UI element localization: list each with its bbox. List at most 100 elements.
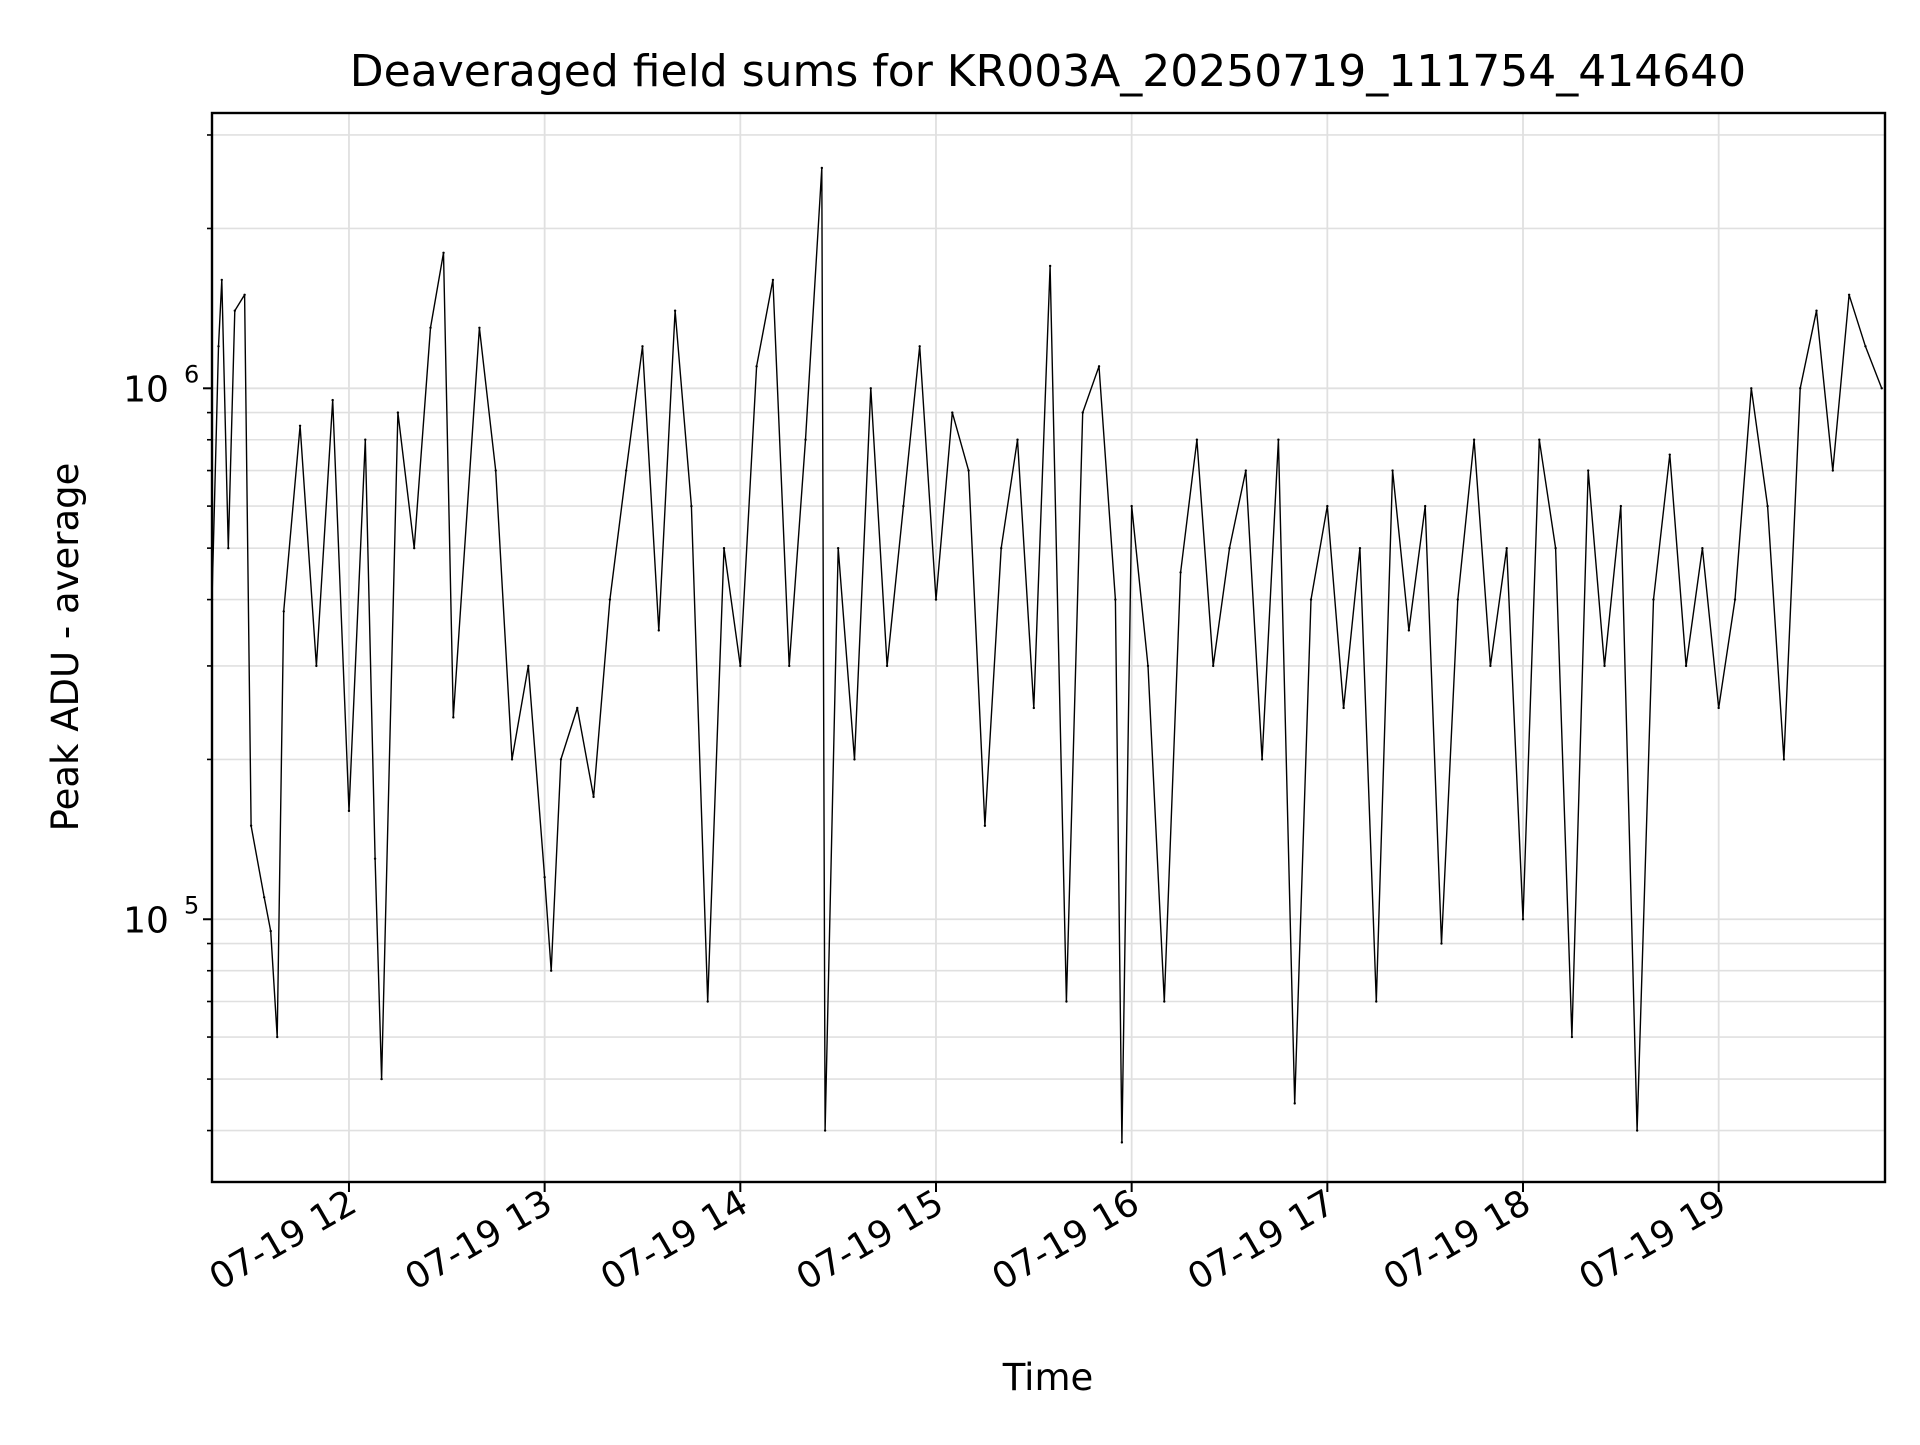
data-point: [1309, 598, 1313, 601]
data-point: [331, 398, 334, 402]
data-point: [347, 809, 351, 813]
data-point: [1120, 1141, 1124, 1144]
data-point: [1048, 264, 1052, 268]
data-point: [1114, 598, 1117, 601]
data-point: [1163, 1000, 1166, 1003]
data-point: [412, 546, 416, 550]
data-point: [657, 629, 660, 632]
data-point: [1130, 504, 1133, 508]
y-axis-label: Peak ADU - average: [44, 463, 87, 832]
data-point: [227, 546, 230, 550]
data-point: [1391, 469, 1394, 472]
data-point: [494, 469, 497, 472]
data-point: [853, 758, 856, 761]
data-point: [527, 664, 530, 668]
series-layer: [212, 166, 1883, 1144]
data-point: [885, 664, 889, 668]
data-point: [364, 438, 367, 441]
data-point: [706, 1000, 709, 1003]
data-point: [820, 166, 824, 170]
grid-layer: [212, 113, 1885, 1182]
y-tick-label: 10: [123, 369, 169, 410]
data-point: [1146, 664, 1150, 668]
data-point: [1326, 504, 1329, 508]
data-point: [608, 598, 612, 601]
data-point: [1423, 504, 1427, 508]
data-point: [559, 758, 563, 761]
data-point: [722, 546, 726, 550]
data-point: [1195, 438, 1199, 441]
data-point: [1815, 309, 1818, 312]
data-point: [1407, 629, 1411, 632]
data-point: [967, 469, 970, 472]
data-point: [755, 365, 758, 368]
data-point: [1260, 758, 1264, 761]
data-point: [1538, 438, 1541, 441]
data-point: [804, 438, 807, 441]
data-point: [442, 251, 445, 254]
data-point: [902, 504, 905, 508]
data-point: [1440, 942, 1443, 945]
data-point: [1701, 546, 1704, 550]
data-point: [690, 504, 693, 508]
data-point: [1505, 546, 1508, 550]
data-point: [549, 969, 553, 972]
data-point: [1668, 453, 1671, 456]
data-point: [1684, 664, 1688, 668]
data-point: [1521, 918, 1525, 921]
data-point: [262, 896, 266, 899]
data-point: [771, 278, 775, 282]
data-point: [592, 795, 595, 799]
data-point: [1864, 345, 1867, 348]
data-point: [1635, 1129, 1639, 1132]
data-point: [1554, 546, 1557, 550]
data-point: [1570, 1035, 1574, 1039]
data-point: [1603, 664, 1606, 668]
data-point: [269, 929, 272, 933]
data-point: [478, 326, 481, 330]
data-point: [641, 345, 644, 348]
data-point: [1880, 387, 1883, 390]
data-point: [624, 469, 628, 472]
data-point: [373, 857, 377, 860]
data-point: [1733, 598, 1737, 601]
data-point: [1766, 504, 1769, 508]
data-point: [983, 824, 987, 827]
data-point: [243, 293, 246, 297]
data-point: [1489, 664, 1492, 668]
plot-frame: [210, 111, 1887, 1184]
data-point: [1799, 387, 1802, 390]
data-point: [836, 546, 840, 550]
data-point: [1000, 546, 1003, 550]
data-point: [217, 345, 220, 348]
data-point: [1652, 598, 1655, 601]
chart-title: Deaveraged field sums for KR003A_2025071…: [350, 46, 1746, 97]
data-point: [1179, 571, 1182, 574]
data-point: [1065, 1000, 1068, 1003]
data-point: [543, 876, 546, 879]
data-point: [788, 664, 791, 668]
data-point: [1782, 758, 1786, 761]
data-point: [380, 1077, 383, 1081]
data-point: [1831, 469, 1835, 472]
data-point: [1097, 365, 1101, 368]
data-point: [934, 598, 938, 601]
data-point: [249, 824, 253, 827]
data-point: [673, 309, 677, 312]
data-point: [1750, 387, 1753, 390]
data-point: [1847, 293, 1851, 297]
data-point: [220, 278, 223, 282]
data-point: [1587, 469, 1590, 472]
y-tick-exponent: 6: [184, 360, 199, 388]
data-point: [1244, 469, 1248, 472]
data-point: [1081, 411, 1084, 414]
data-point: [276, 1035, 279, 1039]
data-point: [1032, 706, 1036, 710]
data-point: [1717, 706, 1720, 710]
data-point: [452, 716, 455, 719]
data-point: [510, 758, 514, 761]
data-point: [429, 326, 432, 330]
